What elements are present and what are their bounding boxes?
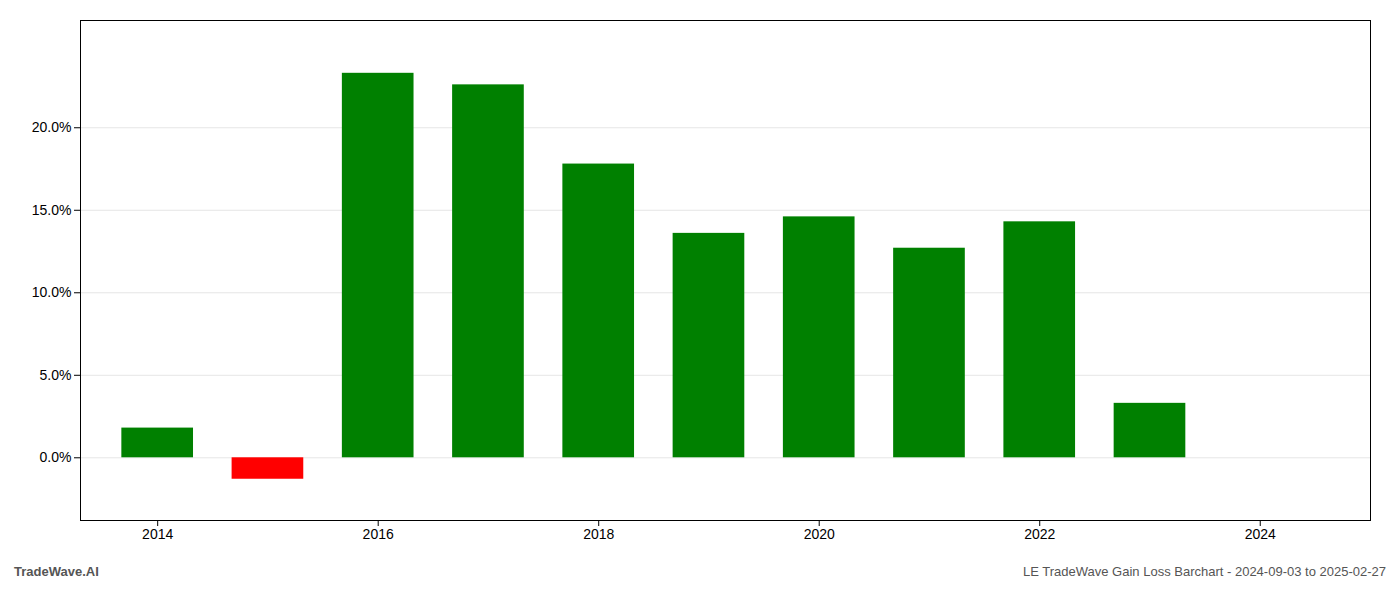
svg-text:10.0%: 10.0% bbox=[32, 284, 72, 300]
svg-text:2022: 2022 bbox=[1024, 526, 1055, 542]
svg-text:2014: 2014 bbox=[142, 526, 173, 542]
svg-text:15.0%: 15.0% bbox=[32, 202, 72, 218]
svg-text:2024: 2024 bbox=[1245, 526, 1276, 542]
svg-text:20.0%: 20.0% bbox=[32, 119, 72, 135]
svg-text:5.0%: 5.0% bbox=[40, 367, 72, 383]
svg-text:0.0%: 0.0% bbox=[40, 449, 72, 465]
svg-text:2020: 2020 bbox=[804, 526, 835, 542]
svg-text:2016: 2016 bbox=[363, 526, 394, 542]
svg-text:2018: 2018 bbox=[583, 526, 614, 542]
html-text:LE TradeWave Gain Loss Barchar: LE TradeWave Gain Loss Barchart - 2024-0… bbox=[1023, 564, 1386, 579]
html-text:TradeWave.AI: TradeWave.AI bbox=[14, 564, 99, 579]
